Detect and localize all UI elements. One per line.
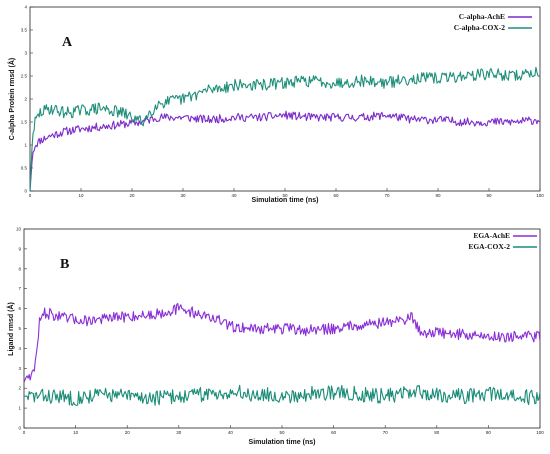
chart-b-series [23,302,541,406]
chart-b-y-tick-label: 6 [18,306,21,311]
chart-a-x-tick-label: 90 [486,193,492,198]
chart-a-y-tick-label: 2.5 [21,74,28,79]
chart-b-x-axis-label: Simulation time (ns) [249,439,316,446]
chart-b-y-tick-label: 0 [18,426,21,431]
chart-b-series-ega-ache [23,302,541,383]
chart-b-x-tick-label: 40 [228,430,234,435]
chart-a-series-c-alpha-ache [29,110,541,192]
chart-a-x-tick-label: 80 [435,193,441,198]
chart-a-panel-label: A [62,35,73,50]
chart-a-x-tick-label: 40 [231,193,237,198]
chart-b-y-tick-label: 1 [18,406,21,411]
chart-b-legend-label-cox2: EGA-COX-2 [468,242,510,251]
chart-a-y-tick-label: 1 [24,143,27,148]
chart-a-y-tick-label: 3.5 [21,28,28,33]
chart-b-ticks: 0 10 20 30 40 50 60 70 80 90 100 0 1 2 3 4 5 6 7 8 9 10 [16,227,544,436]
chart-a-y-tick-label: 3 [24,51,27,56]
chart-b-y-tick-label: 8 [18,266,21,271]
chart-a-y-tick-label: 4 [24,5,27,10]
chart-a-y-axis-label: C-alpha Protein rmsd (Å) [7,58,16,140]
chart-a-x-tick-label: 60 [333,193,339,198]
chart-b-x-tick-label: 30 [176,430,182,435]
chart-b: 0 10 20 30 40 50 60 70 80 90 100 0 1 2 3 4 5 6 7 8 9 10 B Sim… [6,227,544,447]
chart-b-x-tick-label: 70 [383,430,389,435]
chart-b-x-tick-label: 60 [331,430,337,435]
chart-b-y-tick-label: 4 [18,346,21,351]
chart-a-x-tick-label: 10 [78,193,84,198]
chart-a: 0 10 20 30 40 50 60 70 80 90 10000.511.522.533.54 … [7,5,544,205]
chart-b-panel-label: B [60,257,69,272]
chart-a-y-tick-label: 1.5 [21,120,28,125]
chart-a-series-c-alpha-cox-2 [29,66,541,192]
chart-b-x-tick-label: 20 [125,430,131,435]
chart-b-y-tick-label: 2 [18,386,21,391]
chart-a-x-tick-label: 50 [282,193,288,198]
chart-b-y-tick-label: 5 [18,326,21,331]
chart-a-series [29,66,541,192]
chart-b-plot-area [23,228,541,429]
chart-b-y-tick-label: 10 [16,227,22,232]
chart-a-ticks: 0 10 20 30 40 50 60 70 80 90 100 0 0.5 1 1.5 2 2.5 3 3.5 4 [21,5,545,199]
chart-b-legend-label-ache: EGA-AchE [473,231,510,240]
chart-a-y-tick-label: 2 [24,97,27,102]
chart-b-x-tick-label: 0 [23,430,26,435]
chart-b-x-tick-label: 80 [434,430,440,435]
chart-a-y-tick-label: 0 [24,189,27,194]
chart-b-x-tick-label: 10 [73,430,79,435]
chart-a-x-axis-label: Simulation time (ns) [252,197,319,204]
chart-b-y-tick-label: 3 [18,366,21,371]
chart-a-x-tick-label: 70 [384,193,390,198]
chart-a-x-tick-label: 0 [29,193,32,198]
chart-b-series-ega-cox-2 [24,384,541,406]
chart-a-x-tick-label: 20 [129,193,135,198]
chart-b-y-tick-label: 9 [18,246,21,251]
chart-b-legend: EGA-AchE EGA-COX-2 [468,231,537,251]
chart-a-legend-label-ache: C-alpha-AchE [459,12,505,21]
chart-a-x-tick-label: 30 [180,193,186,198]
chart-b-x-tick-label: 100 [536,430,544,435]
chart-b-x-tick-label: 90 [486,430,492,435]
chart-b-y-tick-label: 7 [18,286,21,291]
chart-a-plot-area [29,6,541,192]
chart-a-legend-label-cox2: C-alpha-COX-2 [454,23,506,32]
chart-b-y-axis-label: Ligand rmsd (Å) [6,302,15,356]
chart-b-x-tick-label: 50 [279,430,285,435]
chart-a-legend: C-alpha-AchE C-alpha-COX-2 [454,12,532,32]
chart-a-y-tick-label: 0.5 [21,166,28,171]
chart-a-x-tick-label: 100 [536,193,544,198]
